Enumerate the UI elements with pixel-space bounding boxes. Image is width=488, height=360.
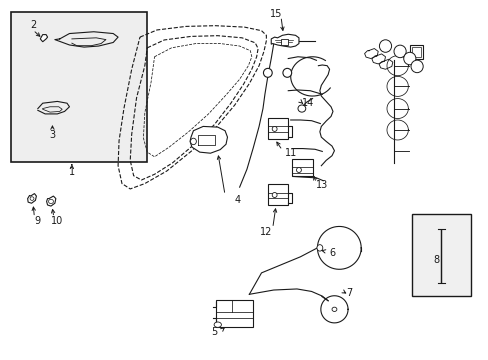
Bar — [267, 184, 287, 205]
Bar — [281, 39, 287, 45]
Text: 1: 1 — [69, 167, 75, 177]
Ellipse shape — [331, 307, 336, 311]
Ellipse shape — [283, 68, 291, 77]
Text: 11: 11 — [284, 148, 296, 158]
Text: 5: 5 — [211, 327, 217, 337]
Ellipse shape — [263, 68, 272, 77]
Text: 13: 13 — [316, 180, 328, 190]
Bar — [411, 214, 469, 296]
Text: 10: 10 — [51, 216, 63, 226]
Text: 8: 8 — [432, 255, 439, 265]
Text: 14: 14 — [301, 98, 313, 108]
Text: 2: 2 — [30, 19, 36, 30]
Ellipse shape — [190, 138, 196, 145]
Ellipse shape — [272, 126, 277, 131]
Ellipse shape — [403, 52, 415, 65]
Text: 9: 9 — [35, 216, 41, 226]
Text: 12: 12 — [260, 227, 272, 237]
Text: 15: 15 — [269, 9, 282, 19]
Ellipse shape — [214, 322, 221, 327]
Bar — [411, 47, 420, 57]
Polygon shape — [28, 194, 36, 203]
Bar — [291, 158, 312, 176]
Polygon shape — [271, 34, 298, 47]
Bar — [267, 118, 287, 139]
Bar — [409, 45, 423, 59]
Ellipse shape — [297, 105, 305, 112]
Ellipse shape — [379, 40, 391, 52]
Polygon shape — [40, 35, 47, 42]
Ellipse shape — [316, 245, 322, 251]
Text: 4: 4 — [234, 195, 240, 204]
Text: 7: 7 — [345, 288, 351, 297]
Ellipse shape — [48, 199, 53, 203]
Ellipse shape — [296, 167, 301, 172]
Polygon shape — [190, 126, 227, 153]
Polygon shape — [46, 196, 56, 206]
Text: 6: 6 — [328, 248, 334, 258]
Ellipse shape — [410, 60, 422, 73]
Ellipse shape — [272, 193, 277, 198]
Bar — [216, 300, 252, 327]
Bar — [11, 12, 147, 162]
Text: 3: 3 — [49, 130, 56, 140]
Ellipse shape — [30, 197, 34, 201]
Ellipse shape — [393, 45, 406, 58]
